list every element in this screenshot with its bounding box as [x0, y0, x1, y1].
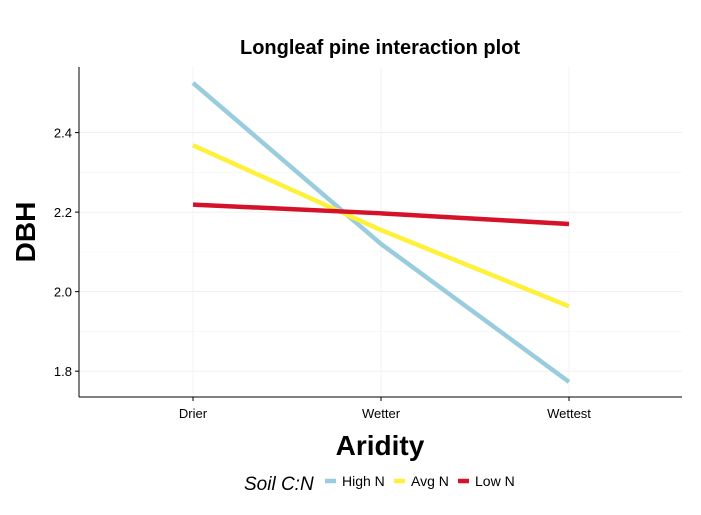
- legend-entries: High N Avg N Low N: [325, 473, 515, 489]
- x-axis-label: Aridity: [336, 430, 425, 461]
- legend: Soil C:N High N Avg N Low N: [244, 473, 515, 495]
- legend-label-high-n: High N: [342, 473, 385, 489]
- y-tick-label: 2.0: [54, 285, 72, 300]
- x-tick-label: Wettest: [547, 406, 591, 421]
- series-line-high-n: [191, 81, 571, 384]
- series-line-avg-n: [192, 143, 570, 309]
- x-tick-label: Drier: [179, 406, 208, 421]
- y-axis-label: DBH: [10, 202, 41, 263]
- series-line-low-n: [192, 202, 570, 227]
- chart-title: Longleaf pine interaction plot: [240, 37, 520, 59]
- series-layer: [191, 81, 571, 384]
- x-tick-label: Wetter: [362, 406, 401, 421]
- y-tick-label: 2.2: [54, 205, 72, 220]
- x-ticks: Drier Wetter Wettest: [179, 397, 591, 421]
- y-ticks: 1.8 2.0 2.2 2.4: [54, 126, 79, 379]
- legend-label-low-n: Low N: [475, 473, 515, 489]
- legend-title: Soil C:N: [244, 474, 314, 495]
- y-tick-label: 2.4: [54, 126, 72, 141]
- legend-label-avg-n: Avg N: [411, 473, 449, 489]
- y-tick-label: 1.8: [54, 364, 72, 379]
